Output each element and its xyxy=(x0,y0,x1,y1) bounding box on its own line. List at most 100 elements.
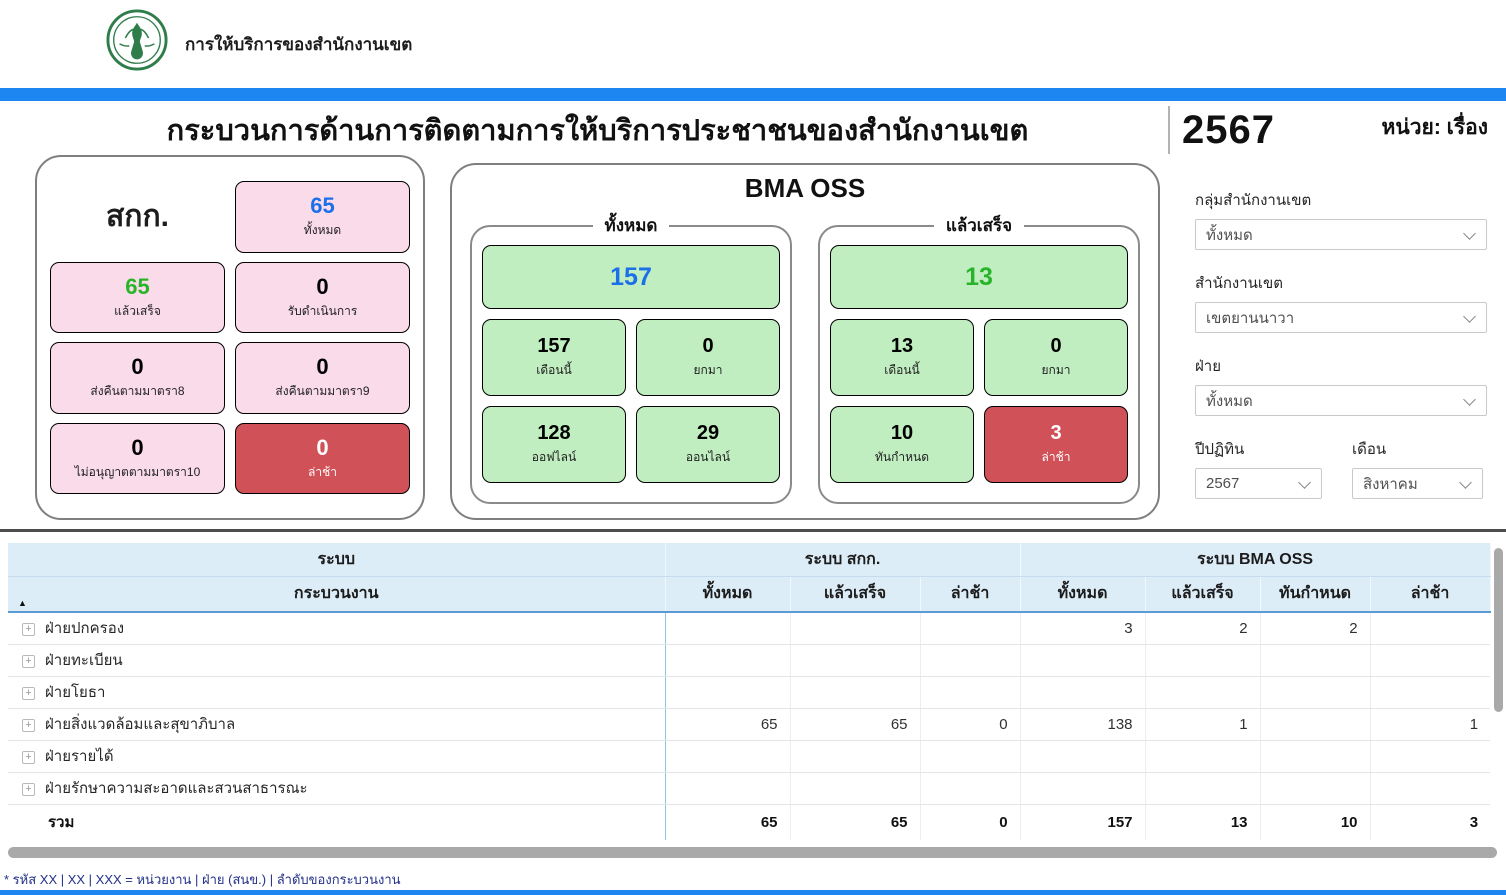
sakok-done-card: 65 แล้วเสร็จ xyxy=(50,261,225,333)
cell xyxy=(920,612,1021,645)
bottom-accent-bar xyxy=(0,890,1506,895)
expand-icon[interactable]: + xyxy=(22,622,35,636)
chevron-down-icon xyxy=(1463,310,1476,323)
sakok-notallowed10-label: ไม่อนุญาตตามมาตรา10 xyxy=(74,464,201,479)
month-dropdown-value: สิงหาคม xyxy=(1363,475,1418,493)
cell: 1 xyxy=(1145,708,1261,741)
cell xyxy=(1370,612,1491,645)
bma-done-thismonth-value: 13 xyxy=(890,335,914,357)
col-header-bma-total[interactable]: ทั้งหมด xyxy=(1020,576,1146,612)
cell xyxy=(1145,644,1261,677)
horizontal-scrollbar[interactable] xyxy=(8,847,1497,858)
col-group-sakok[interactable]: ระบบ สกก. xyxy=(665,543,1021,577)
title-divider xyxy=(1168,106,1170,154)
sakok-return9-label: ส่งคืนตามมาตรา9 xyxy=(275,384,370,399)
col-header-process[interactable]: กระบวนงาน ▲ xyxy=(8,576,666,612)
table-row: + ฝ่ายทะเบียน xyxy=(8,644,1491,677)
sakok-total-value: 65 xyxy=(310,193,335,219)
bma-done-carryover-card: 0 ยกมา xyxy=(984,319,1128,396)
sakok-panel: สกก. 65 ทั้งหมด 65 แล้วเสร็จ 0 รับดำเนิน… xyxy=(35,155,425,520)
cell xyxy=(920,740,1021,773)
col-header-bma-late[interactable]: ล่าช้า xyxy=(1370,576,1491,612)
year-dropdown[interactable]: 2567 xyxy=(1195,468,1322,499)
table-row: + ฝ่ายปกครอง 3 2 2 xyxy=(8,612,1491,645)
col-group-system[interactable]: ระบบ xyxy=(8,543,666,577)
bma-all-thismonth-card: 157 เดือนนี้ xyxy=(482,319,626,396)
cell: 138 xyxy=(1020,708,1146,741)
filter-sidebar: กลุ่มสำนักงานเขต ทั้งหมด สำนักงานเขต เขต… xyxy=(1195,188,1487,499)
bma-done-ontime-label: ทันกำหนด xyxy=(874,450,930,464)
sort-ascending-icon[interactable]: ▲ xyxy=(18,598,27,608)
total-cell: 157 xyxy=(1020,803,1146,840)
cell xyxy=(1260,772,1371,805)
cell: 3 xyxy=(1020,612,1146,645)
cell xyxy=(665,644,791,677)
sakok-done-label: แล้วเสร็จ xyxy=(114,303,161,318)
bma-done-total-card: 13 xyxy=(830,245,1128,309)
footnote: * รหัส XX | XX | XXX = หน่วยงาน | ฝ่าย (… xyxy=(4,872,401,887)
sakok-notallowed10-value: 0 xyxy=(131,434,144,460)
division-dropdown[interactable]: ทั้งหมด xyxy=(1195,385,1487,416)
col-header-sakok-late[interactable]: ล่าช้า xyxy=(920,576,1021,612)
table-total-row: รวม 65 65 0 157 13 10 3 xyxy=(8,803,1491,840)
sakok-total-label: ทั้งหมด xyxy=(303,223,342,238)
district-dropdown[interactable]: เขตยานนาวา xyxy=(1195,302,1487,333)
bma-all-online-value: 29 xyxy=(696,422,720,444)
sakok-late-value: 0 xyxy=(316,434,329,460)
total-cell: 3 xyxy=(1370,803,1491,840)
row-name: ฝ่ายโยธา xyxy=(45,684,106,701)
expand-icon[interactable]: + xyxy=(22,686,35,700)
section-divider xyxy=(0,529,1506,532)
bma-all-legend: ทั้งหมด xyxy=(604,216,658,235)
col-group-bma[interactable]: ระบบ BMA OSS xyxy=(1020,543,1491,577)
col-header-bma-ontime[interactable]: ทันกำหนด xyxy=(1260,576,1371,612)
expand-icon[interactable]: + xyxy=(22,782,35,796)
sakok-return9-value: 0 xyxy=(316,354,329,380)
col-header-bma-done[interactable]: แล้วเสร็จ xyxy=(1145,576,1261,612)
bma-oss-panel: BMA OSS ทั้งหมด 157 157 เดือนนี้ 0 ยกมา xyxy=(450,163,1160,520)
cell: 2 xyxy=(1145,612,1261,645)
cell xyxy=(1145,772,1261,805)
table-row: + ฝ่ายรักษาความสะอาดและสวนสาธารณะ xyxy=(8,772,1491,805)
year-filter-label: ปีปฏิทิน xyxy=(1195,441,1245,458)
district-group-filter-label: กลุ่มสำนักงานเขต xyxy=(1195,192,1312,209)
cell xyxy=(790,772,921,805)
month-dropdown[interactable]: สิงหาคม xyxy=(1352,468,1483,499)
cell xyxy=(665,772,791,805)
chevron-down-icon xyxy=(1463,227,1476,240)
cell xyxy=(1260,676,1371,709)
cell xyxy=(1020,740,1146,773)
cell xyxy=(920,676,1021,709)
cell xyxy=(1020,772,1146,805)
row-name: ฝ่ายสิ่งแวดล้อมและสุขาภิบาล xyxy=(45,716,236,733)
bma-all-thismonth-value: 157 xyxy=(537,335,571,357)
expand-icon[interactable]: + xyxy=(22,654,35,668)
expand-icon[interactable]: + xyxy=(22,718,35,732)
cell: 0 xyxy=(920,708,1021,741)
cell xyxy=(790,740,921,773)
cell xyxy=(790,644,921,677)
col-header-sakok-done[interactable]: แล้วเสร็จ xyxy=(790,576,921,612)
cell: 65 xyxy=(790,708,921,741)
chevron-down-icon xyxy=(1463,393,1476,406)
cell xyxy=(665,612,791,645)
bma-done-subpanel: แล้วเสร็จ 13 13 เดือนนี้ 0 ยกมา 10 ท xyxy=(818,212,1140,504)
table-row: + ฝ่ายรายได้ xyxy=(8,740,1491,773)
col-header-sakok-total[interactable]: ทั้งหมด xyxy=(665,576,791,612)
year-dropdown-value: 2567 xyxy=(1206,475,1240,492)
cell: 2 xyxy=(1260,612,1371,645)
month-filter-label: เดือน xyxy=(1352,441,1387,458)
expand-icon[interactable]: + xyxy=(22,750,35,764)
district-group-dropdown[interactable]: ทั้งหมด xyxy=(1195,219,1487,250)
cell xyxy=(920,772,1021,805)
sakok-inprogress-value: 0 xyxy=(316,273,329,299)
bma-done-legend: แล้วเสร็จ xyxy=(945,216,1013,235)
year-value: 2567 xyxy=(1182,107,1275,152)
district-group-dropdown-value: ทั้งหมด xyxy=(1206,226,1253,244)
bma-done-ontime-card: 10 ทันกำหนด xyxy=(830,406,974,483)
bma-oss-title: BMA OSS xyxy=(744,173,866,203)
vertical-scrollbar[interactable] xyxy=(1494,548,1503,712)
report-table: ระบบ ระบบ สกก. ระบบ BMA OSS กระบวนงาน ▲ … xyxy=(8,543,1491,840)
sakok-return9-card: 0 ส่งคืนตามมาตรา9 xyxy=(235,342,410,414)
sakok-late-card: 0 ล่าช้า xyxy=(235,422,410,494)
